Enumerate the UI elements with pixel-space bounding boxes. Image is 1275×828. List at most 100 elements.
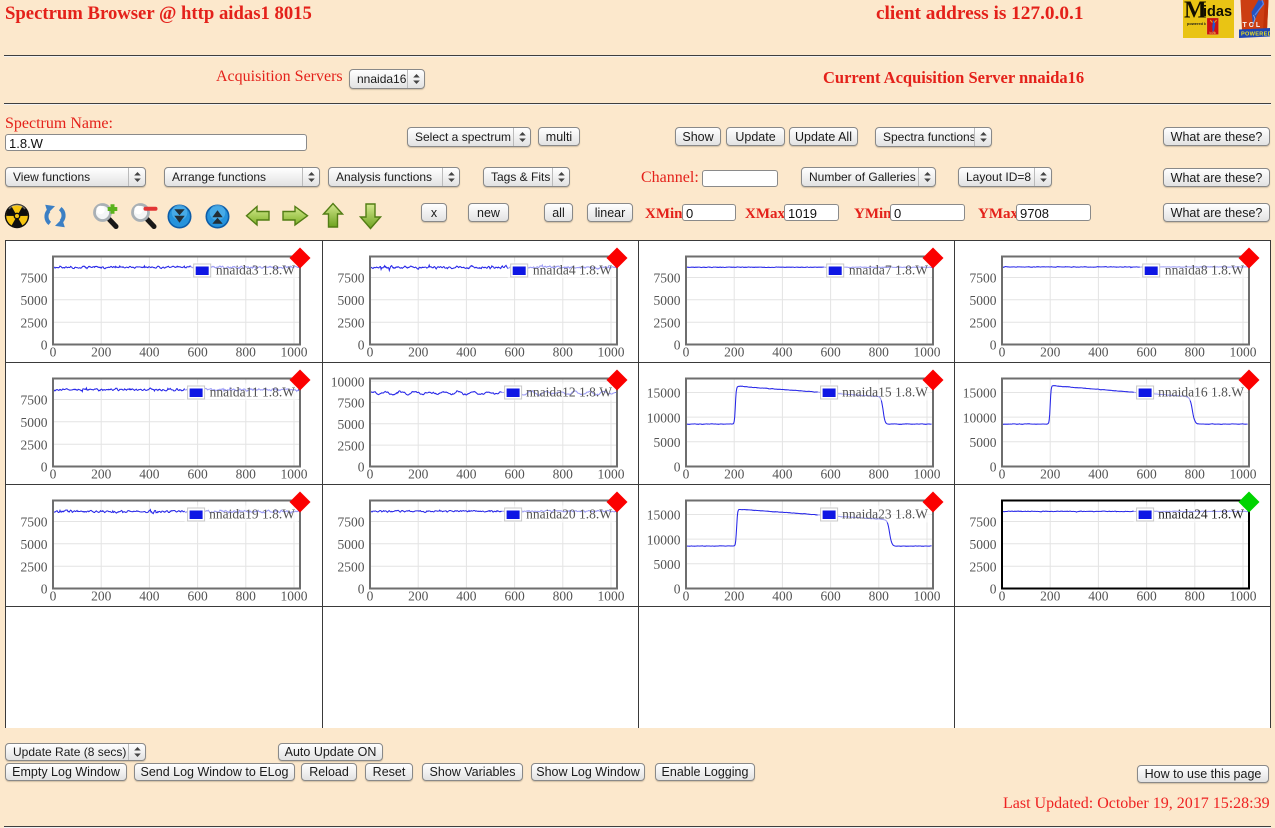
svg-text:7500: 7500 — [338, 515, 365, 530]
svg-text:nnaida11 1.8.W: nnaida11 1.8.W — [210, 385, 296, 400]
svg-text:0: 0 — [683, 589, 690, 604]
svg-text:0: 0 — [367, 467, 374, 482]
svg-text:powered by: powered by — [1187, 21, 1209, 26]
svg-text:400: 400 — [1088, 345, 1109, 360]
svg-text:600: 600 — [1136, 589, 1157, 604]
svg-text:200: 200 — [91, 589, 112, 604]
svg-text:1000: 1000 — [1230, 467, 1257, 482]
svg-text:200: 200 — [91, 467, 112, 482]
svg-text:400: 400 — [456, 467, 477, 482]
svg-text:800: 800 — [1185, 467, 1206, 482]
svg-text:800: 800 — [553, 467, 574, 482]
svg-text:800: 800 — [869, 345, 890, 360]
svg-text:10000: 10000 — [647, 532, 681, 547]
svg-text:nnaida12 1.8.W: nnaida12 1.8.W — [526, 385, 612, 400]
svg-text:nnaida3 1.8.W: nnaida3 1.8.W — [216, 263, 295, 278]
svg-text:800: 800 — [236, 345, 257, 360]
svg-text:nnaida7 1.8.W: nnaida7 1.8.W — [849, 263, 928, 278]
svg-text:400: 400 — [1088, 467, 1109, 482]
svg-text:0: 0 — [358, 460, 365, 475]
svg-text:1000: 1000 — [281, 345, 308, 360]
svg-text:7500: 7500 — [21, 515, 48, 530]
svg-text:5000: 5000 — [21, 415, 48, 430]
svg-text:7500: 7500 — [970, 515, 997, 530]
svg-text:600: 600 — [504, 467, 524, 482]
svg-text:200: 200 — [1040, 345, 1061, 360]
svg-text:0: 0 — [674, 460, 681, 475]
svg-text:5000: 5000 — [338, 293, 365, 308]
svg-text:600: 600 — [504, 589, 524, 604]
svg-text:1000: 1000 — [914, 589, 941, 604]
svg-text:TCL: TCL — [1243, 22, 1263, 29]
svg-text:600: 600 — [820, 345, 841, 360]
svg-text:2500: 2500 — [21, 559, 48, 574]
svg-text:0: 0 — [683, 467, 690, 482]
svg-text:800: 800 — [553, 589, 574, 604]
svg-text:200: 200 — [724, 345, 745, 360]
svg-text:1000: 1000 — [1230, 589, 1257, 604]
svg-text:800: 800 — [553, 345, 574, 360]
svg-text:2500: 2500 — [338, 438, 365, 453]
svg-text:600: 600 — [820, 589, 841, 604]
svg-text:0: 0 — [999, 345, 1006, 360]
svg-text:600: 600 — [1136, 345, 1157, 360]
svg-text:600: 600 — [187, 467, 208, 482]
svg-text:0: 0 — [999, 589, 1006, 604]
svg-text:nnaida4 1.8.W: nnaida4 1.8.W — [533, 263, 612, 278]
svg-text:800: 800 — [236, 467, 257, 482]
svg-text:7500: 7500 — [21, 393, 48, 408]
svg-text:400: 400 — [772, 467, 793, 482]
svg-text:7500: 7500 — [338, 271, 365, 286]
svg-text:200: 200 — [724, 467, 745, 482]
svg-text:7500: 7500 — [654, 271, 681, 286]
svg-text:600: 600 — [187, 345, 208, 360]
svg-text:0: 0 — [990, 338, 997, 353]
svg-text:0: 0 — [41, 460, 48, 475]
svg-text:1000: 1000 — [598, 589, 625, 604]
svg-text:15000: 15000 — [647, 386, 681, 401]
svg-text:0: 0 — [674, 338, 681, 353]
svg-text:0: 0 — [358, 338, 365, 353]
svg-text:2500: 2500 — [654, 315, 681, 330]
svg-text:1000: 1000 — [281, 589, 308, 604]
svg-text:1000: 1000 — [281, 467, 308, 482]
svg-text:1000: 1000 — [598, 345, 625, 360]
svg-text:0: 0 — [358, 582, 365, 597]
svg-text:800: 800 — [869, 467, 890, 482]
svg-text:0: 0 — [50, 467, 57, 482]
svg-text:1000: 1000 — [914, 345, 941, 360]
svg-text:7500: 7500 — [970, 271, 997, 286]
svg-text:200: 200 — [91, 345, 112, 360]
svg-text:5000: 5000 — [970, 537, 997, 552]
svg-text:800: 800 — [1185, 345, 1206, 360]
svg-text:0: 0 — [674, 582, 681, 597]
svg-text:POWERED: POWERED — [1241, 31, 1270, 37]
svg-text:800: 800 — [1185, 589, 1206, 604]
svg-text:tcl/tk: tcl/tk — [1210, 31, 1217, 35]
svg-text:nnaida15 1.8.W: nnaida15 1.8.W — [842, 385, 928, 400]
svg-text:5000: 5000 — [338, 417, 365, 432]
svg-text:nnaida8 1.8.W: nnaida8 1.8.W — [1165, 263, 1244, 278]
svg-text:5000: 5000 — [654, 557, 681, 572]
svg-text:5000: 5000 — [970, 435, 997, 450]
svg-text:0: 0 — [999, 467, 1006, 482]
svg-text:2500: 2500 — [338, 559, 365, 574]
svg-text:1000: 1000 — [598, 467, 625, 482]
svg-text:nnaida20 1.8.W: nnaida20 1.8.W — [526, 507, 612, 522]
svg-text:800: 800 — [869, 589, 890, 604]
svg-text:10000: 10000 — [647, 410, 681, 425]
svg-text:15000: 15000 — [647, 508, 681, 523]
svg-text:2500: 2500 — [338, 315, 365, 330]
svg-text:idas: idas — [1203, 4, 1232, 20]
svg-text:5000: 5000 — [654, 435, 681, 450]
svg-text:400: 400 — [139, 345, 160, 360]
svg-text:1000: 1000 — [914, 467, 941, 482]
svg-text:10000: 10000 — [963, 410, 997, 425]
svg-text:2500: 2500 — [21, 315, 48, 330]
svg-text:2500: 2500 — [970, 315, 997, 330]
svg-text:7500: 7500 — [21, 271, 48, 286]
svg-text:0: 0 — [367, 345, 374, 360]
svg-text:400: 400 — [139, 589, 160, 604]
svg-text:nnaida23 1.8.W: nnaida23 1.8.W — [842, 507, 928, 522]
svg-text:200: 200 — [408, 589, 429, 604]
